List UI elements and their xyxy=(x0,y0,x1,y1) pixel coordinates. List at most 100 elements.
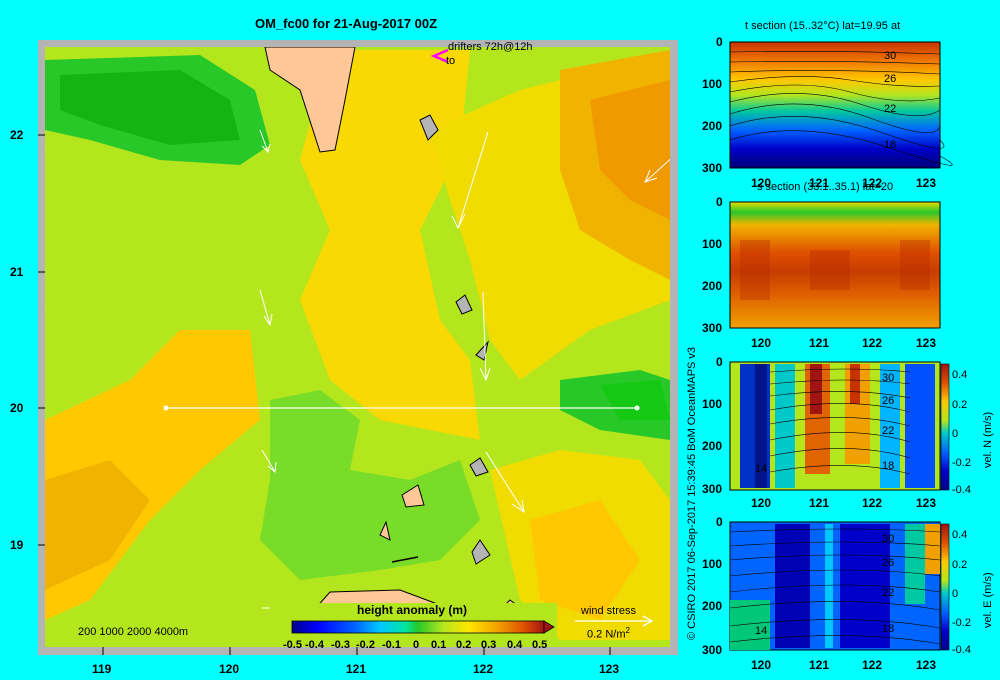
ve-xtick: 120 xyxy=(751,658,772,672)
s-xtick: 121 xyxy=(809,336,830,350)
colorbar-title: height anomaly (m) xyxy=(357,603,468,617)
ve-ytick: 100 xyxy=(702,557,723,571)
wind-stress-label: wind stress xyxy=(581,605,637,617)
drifter-marker xyxy=(430,48,449,64)
ve-ytick: 300 xyxy=(702,643,723,657)
colorbar-ticks: -0.5 -0.4 -0.3 -0.2 -0.1 0 0.1 0.2 0.3 0… xyxy=(283,639,553,653)
t-ytick: 300 xyxy=(702,161,723,175)
colorbar-tick: -0.2 xyxy=(356,639,375,651)
ve-xtick: 122 xyxy=(862,658,883,672)
t-ytick: 0 xyxy=(716,35,723,49)
map-ytick: 22 xyxy=(10,128,24,142)
vn-contour-label: 14 xyxy=(755,463,768,475)
ssh-map xyxy=(38,40,678,655)
t-ytick: 100 xyxy=(702,77,723,91)
map-ytick: 20 xyxy=(10,401,24,415)
vn-cbar-tick: 0.2 xyxy=(952,399,968,411)
vn-ytick: 200 xyxy=(702,439,723,453)
vn-cbar-tick: -0.2 xyxy=(952,457,971,469)
ve-contour-label: 26 xyxy=(882,557,895,569)
t-xtick: 123 xyxy=(916,176,937,190)
colorbar-tick: -0.4 xyxy=(305,639,324,651)
map-xtick: 122 xyxy=(473,662,494,676)
map-xtick: 119 xyxy=(92,662,112,676)
ve-contour-label: 14 xyxy=(755,625,768,637)
s-ytick: 200 xyxy=(702,279,723,293)
page-title: OM_fc00 for 21-Aug-2017 00Z xyxy=(255,16,438,31)
vn-cbar-tick: 0.4 xyxy=(952,369,968,381)
t-section xyxy=(729,41,941,169)
colorbar-tick: -0.5 xyxy=(283,639,302,651)
t-contour-label: 22 xyxy=(884,103,897,115)
s-xtick: 123 xyxy=(916,336,937,350)
ve-cbar-tick: 0.2 xyxy=(952,559,968,571)
s-ytick: 0 xyxy=(716,195,723,209)
section-panels xyxy=(729,41,953,651)
s-section-title: s section (33.1..35.1) lat=20 xyxy=(757,181,894,193)
colorbar-tick: 0 xyxy=(413,639,420,651)
ve-xtick: 121 xyxy=(809,658,830,672)
colorbar-tick: -0.3 xyxy=(331,639,350,651)
credit-text: © CSIRO 2017 06-Sep-2017 15:39:45 BoM Oc… xyxy=(686,346,698,640)
map-xtick: 123 xyxy=(599,662,620,676)
colorbar-tick: 0.2 xyxy=(456,639,472,651)
map-ytick: 19 xyxy=(10,538,24,552)
colorbar-tick: 0.5 xyxy=(532,639,548,651)
s-xtick: 122 xyxy=(862,336,883,350)
s-xtick: 120 xyxy=(751,336,772,350)
t-contour-label: 26 xyxy=(884,73,897,85)
vn-cbar-tick: -0.4 xyxy=(952,484,971,496)
t-ytick: 200 xyxy=(702,119,723,133)
s-ytick: 300 xyxy=(702,321,723,335)
vel-e-colorbar xyxy=(940,523,950,651)
s-ytick: 100 xyxy=(702,237,723,251)
vn-ytick: 300 xyxy=(702,482,723,496)
vn-xtick: 122 xyxy=(862,496,883,510)
t-xtick: 120 xyxy=(751,176,772,190)
colorbar-tick: 0.3 xyxy=(481,639,497,651)
ve-contour-label: 30 xyxy=(882,533,895,545)
vn-contour-label: 22 xyxy=(882,425,895,437)
map-xtick: 121 xyxy=(346,662,367,676)
vn-xtick: 120 xyxy=(751,496,772,510)
ssh-colorbar xyxy=(291,620,545,634)
ve-ytick: 200 xyxy=(702,599,723,613)
ve-cbar-tick: -0.4 xyxy=(952,644,971,656)
map-xtick: 120 xyxy=(219,662,240,676)
colorbar-tick: 0.1 xyxy=(431,639,447,651)
wind-stress-unit: 0.2 N/m xyxy=(587,628,626,641)
s-section xyxy=(729,201,941,329)
colorbar-tick: 0.4 xyxy=(507,639,523,651)
vn-ytick: 0 xyxy=(716,355,723,369)
vn-contour-label: 26 xyxy=(882,395,895,407)
drifters-label: drifters 72h@12h xyxy=(448,41,533,53)
t-xtick: 122 xyxy=(862,176,883,190)
vel-n-colorbar xyxy=(940,363,950,491)
vn-contour-label: 30 xyxy=(882,372,895,384)
vn-ytick: 100 xyxy=(702,397,723,411)
vn-xtick: 123 xyxy=(916,496,937,510)
colorbar-tick: -0.1 xyxy=(382,639,401,651)
wind-stress-value: 0.2 N/m2 xyxy=(587,626,630,641)
depth-legend: 200 1000 2000 4000m xyxy=(78,626,189,638)
vn-cbar-label: vel. N (m/s) xyxy=(982,411,994,468)
ve-contour-label: 18 xyxy=(882,623,895,635)
t-section-title: t section (15..32°C) lat=19.95 at xyxy=(745,20,901,32)
ve-cbar-tick: -0.2 xyxy=(952,617,971,629)
land-mass xyxy=(264,47,356,153)
t-contour-label: 18 xyxy=(884,139,897,151)
vn-contour-label: 18 xyxy=(882,460,895,472)
ve-cbar-tick: 0 xyxy=(952,588,959,600)
ve-contour-label: 22 xyxy=(882,587,895,599)
vn-xtick: 121 xyxy=(809,496,830,510)
ve-cbar-label: vel. E (m/s) xyxy=(982,572,994,628)
wind-stress-exponent: 2 xyxy=(625,626,630,635)
map-ytick: 21 xyxy=(10,265,24,279)
ve-cbar-tick: 0.4 xyxy=(952,529,968,541)
t-xtick: 121 xyxy=(809,176,830,190)
vn-cbar-tick: 0 xyxy=(952,428,959,440)
drifters-to-label: to xyxy=(446,55,456,67)
ve-xtick: 123 xyxy=(916,658,937,672)
ve-ytick: 0 xyxy=(716,515,723,529)
t-contour-label: 30 xyxy=(884,50,897,62)
